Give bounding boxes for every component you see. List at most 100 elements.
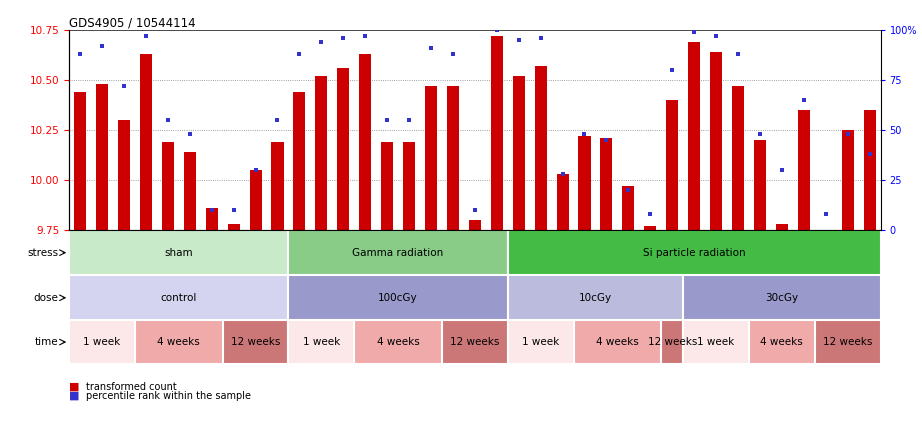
Text: ■: ■ — [69, 382, 79, 392]
Bar — [754, 140, 766, 230]
Text: percentile rank within the sample: percentile rank within the sample — [86, 390, 251, 401]
Bar — [508, 230, 881, 275]
Bar — [447, 86, 459, 230]
Point — [577, 130, 592, 137]
Bar — [820, 230, 832, 423]
Text: stress: stress — [27, 248, 58, 258]
Point — [599, 137, 614, 143]
Point — [138, 32, 153, 39]
Bar — [315, 76, 327, 230]
Point — [730, 50, 745, 57]
Bar — [69, 320, 135, 364]
Bar — [644, 226, 656, 230]
Bar — [250, 170, 262, 230]
Bar — [69, 275, 289, 320]
Bar — [403, 142, 415, 230]
Point — [533, 34, 548, 41]
Bar — [622, 186, 634, 230]
Bar — [222, 320, 289, 364]
Bar — [667, 100, 679, 230]
Bar — [557, 174, 569, 230]
Point — [226, 207, 241, 214]
Bar — [573, 320, 661, 364]
Bar — [183, 152, 195, 230]
Point — [819, 211, 833, 217]
Bar — [775, 224, 788, 230]
Bar — [206, 208, 218, 230]
Bar — [442, 320, 508, 364]
Point — [358, 32, 372, 39]
Bar — [732, 86, 744, 230]
Point — [862, 151, 877, 157]
Bar — [135, 320, 222, 364]
Bar — [864, 110, 876, 230]
Bar — [289, 275, 508, 320]
Text: GDS4905 / 10544114: GDS4905 / 10544114 — [69, 16, 195, 30]
Bar — [337, 68, 349, 230]
Bar — [161, 142, 174, 230]
Bar — [798, 110, 810, 230]
Bar — [842, 130, 854, 230]
Point — [643, 211, 657, 217]
Bar — [74, 92, 86, 230]
Bar — [354, 320, 442, 364]
Text: 4 weeks: 4 weeks — [596, 337, 639, 347]
Text: Gamma radiation: Gamma radiation — [352, 248, 443, 258]
Bar — [508, 275, 683, 320]
Bar — [683, 275, 881, 320]
Text: sham: sham — [164, 248, 193, 258]
Bar — [271, 142, 283, 230]
Bar — [578, 136, 590, 230]
Text: Si particle radiation: Si particle radiation — [643, 248, 745, 258]
Point — [797, 96, 811, 103]
Text: 12 weeks: 12 weeks — [823, 337, 872, 347]
Point — [621, 187, 635, 193]
Text: 10cGy: 10cGy — [579, 293, 612, 303]
Bar — [425, 86, 437, 230]
Point — [183, 130, 197, 137]
Bar — [600, 138, 612, 230]
Point — [445, 50, 460, 57]
Text: dose: dose — [33, 293, 58, 303]
Bar — [508, 320, 573, 364]
Point — [555, 170, 570, 177]
Point — [490, 26, 504, 33]
Bar — [293, 92, 305, 230]
Bar — [661, 320, 683, 364]
Text: ■: ■ — [69, 390, 79, 401]
Point — [380, 116, 395, 123]
Text: 1 week: 1 week — [522, 337, 560, 347]
Point — [840, 130, 855, 137]
Text: 1 week: 1 week — [697, 337, 735, 347]
Text: 12 weeks: 12 weeks — [230, 337, 280, 347]
Bar — [381, 142, 393, 230]
Bar — [360, 54, 372, 230]
Point — [774, 167, 789, 173]
Text: 30cGy: 30cGy — [765, 293, 798, 303]
Bar — [749, 320, 815, 364]
Point — [467, 207, 482, 214]
Point — [248, 167, 263, 173]
Bar — [289, 320, 354, 364]
Text: time: time — [34, 337, 58, 347]
Point — [95, 42, 110, 49]
Point — [116, 82, 131, 89]
Bar — [289, 230, 508, 275]
Point — [336, 34, 350, 41]
Point — [423, 44, 438, 51]
Text: 1 week: 1 week — [302, 337, 340, 347]
Point — [205, 207, 219, 214]
Bar — [96, 84, 108, 230]
Point — [314, 38, 329, 45]
Bar — [688, 41, 700, 230]
Point — [752, 130, 767, 137]
Bar — [535, 66, 547, 230]
Text: 12 weeks: 12 weeks — [450, 337, 500, 347]
Bar — [710, 52, 722, 230]
Bar — [118, 120, 130, 230]
Text: 12 weeks: 12 weeks — [647, 337, 697, 347]
Point — [687, 28, 702, 35]
Bar — [815, 320, 881, 364]
Point — [402, 116, 417, 123]
Bar — [683, 320, 749, 364]
